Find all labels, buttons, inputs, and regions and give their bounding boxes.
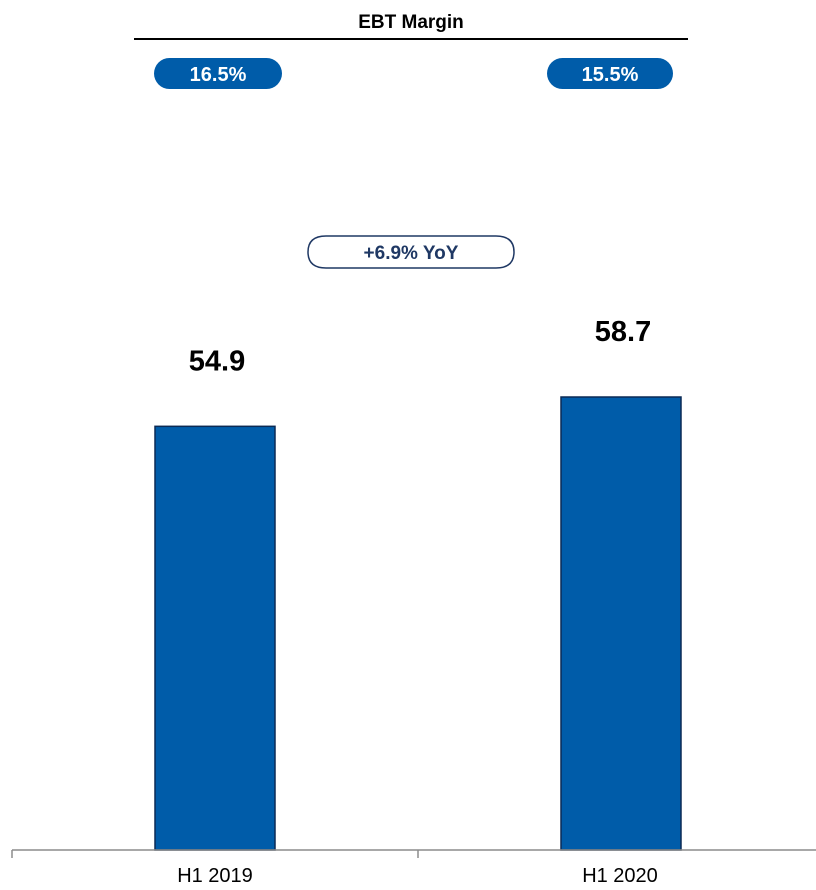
margin-badge-bg (547, 58, 673, 89)
margin-badge-h1-2019: 16.5% (154, 58, 282, 89)
yoy-growth-outline (307, 235, 515, 269)
margin-badge-value: 16.5% (190, 64, 247, 86)
category-label-h1-2019: H1 2019 (177, 865, 253, 887)
yoy-growth-label: +6.9% YoY (364, 243, 459, 264)
margin-header: EBT Margin (358, 12, 464, 33)
margin-badge-h1-2020: 15.5% (547, 58, 673, 89)
category-label-h1-2020: H1 2020 (582, 865, 658, 887)
margin-badge-bg (154, 58, 282, 89)
value-label-h1-2019: 54.9 (189, 345, 245, 377)
yoy-growth-badge: +6.9% YoY (307, 235, 515, 269)
bar-h1-2020 (560, 396, 682, 851)
bar-h1-2019 (154, 425, 276, 851)
margin-badge-value: 15.5% (582, 64, 639, 86)
bars-group (154, 396, 682, 851)
value-label-h1-2020: 58.7 (595, 316, 651, 348)
